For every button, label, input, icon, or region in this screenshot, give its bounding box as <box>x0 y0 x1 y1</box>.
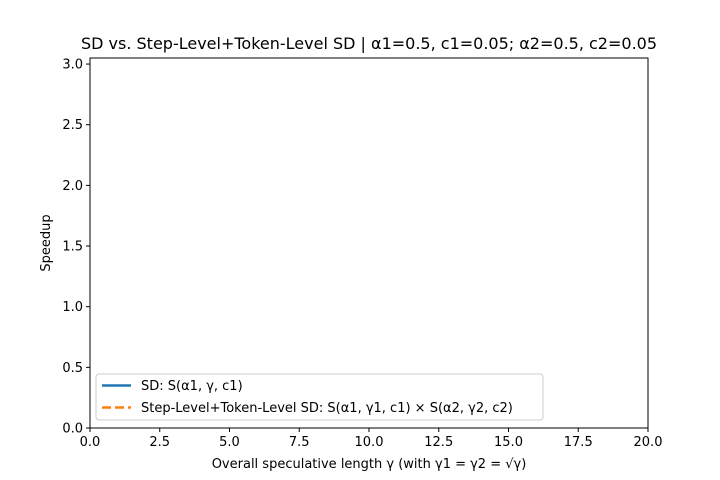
y-tick-label: 2.0 <box>62 179 83 194</box>
x-axis-ticks: 0.0 2.5 5.0 7.5 10.0 12.5 15.0 17.5 20.0 <box>80 428 663 450</box>
x-tick-label: 7.5 <box>289 435 310 450</box>
plot-area <box>89 57 649 429</box>
x-tick-label: 5.0 <box>219 435 240 450</box>
x-tick-label: 15.0 <box>494 435 523 450</box>
legend-box <box>95 373 544 421</box>
y-tick-label: 1.5 <box>62 240 83 255</box>
legend-label-sd: SD: S(α1, γ, c1) <box>141 379 243 394</box>
y-tick-label: 0.5 <box>62 361 83 376</box>
y-tick-label: 3.0 <box>62 58 83 73</box>
x-tick-label: 17.5 <box>564 435 593 450</box>
y-tick-label: 0.0 <box>62 422 83 437</box>
y-axis-label: Speedup <box>39 214 54 271</box>
x-tick-label: 2.5 <box>149 435 170 450</box>
legend-label-step-token-sd: Step-Level+Token-Level SD: S(α1, γ1, c1)… <box>141 401 513 416</box>
x-tick-label: 12.5 <box>424 435 453 450</box>
x-tick-label: 0.0 <box>80 435 101 450</box>
y-axis-ticks: 0.0 0.5 1.0 1.5 2.0 2.5 3.0 <box>62 58 90 437</box>
x-tick-label: 20.0 <box>634 435 663 450</box>
chart-title: SD vs. Step-Level+Token-Level SD | α1=0.… <box>81 34 657 53</box>
legend: SD: S(α1, γ, c1) Step-Level+Token-Level … <box>95 373 544 421</box>
y-tick-label: 1.0 <box>62 300 83 315</box>
y-tick-label: 2.5 <box>62 118 83 133</box>
x-tick-label: 10.0 <box>355 435 384 450</box>
x-axis-label: Overall speculative length γ (with γ1 = … <box>212 457 527 472</box>
